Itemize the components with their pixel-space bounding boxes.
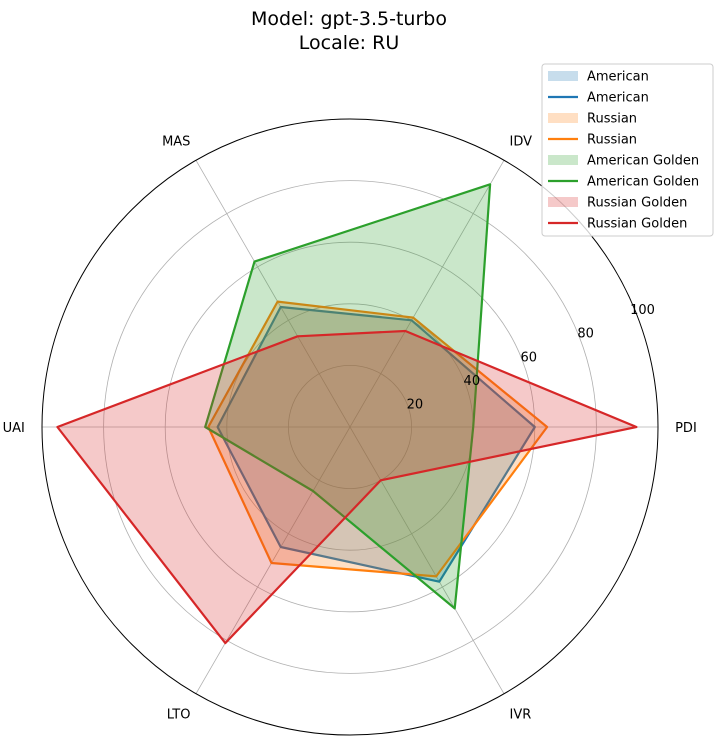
series-line-american-golden [204,183,492,610]
series-fill-american [217,307,535,582]
spoke-ivr [349,426,505,694]
spoke-mas [195,160,351,428]
legend-swatch-fill-russian [548,113,578,123]
legend-label-line-american-golden: American Golden [587,175,699,190]
spoke-idv [349,160,505,428]
legend-swatch-fill-american [548,71,578,81]
legend-swatch-fill-american-golden [548,155,578,165]
chart-title: Model: gpt-3.5-turbo Locale: RU [251,8,447,54]
legend-label-fill-russian-golden: Russian Golden [587,196,687,211]
series-line-russian [207,300,549,578]
tick-label-60: 60 [520,350,537,365]
legend-box [541,63,714,237]
series-line-russian-golden [56,329,638,645]
series-fill-russian-golden [57,331,637,644]
outer-frame-circle [41,118,659,736]
axis-label-uai: UAI [3,421,25,436]
legend-label-line-russian: Russian [587,133,637,148]
axis-label-lto: LTO [167,708,191,723]
title-line-model: Model: gpt-3.5-turbo [251,8,447,30]
legend-label-fill-russian: Russian [587,112,637,127]
tick-label-100: 100 [630,303,655,318]
legend-label-line-american: American [587,91,649,106]
spoke-lto [195,426,351,694]
axis-label-mas: MAS [162,134,190,149]
legend: American American Russian Russian American G… [541,63,714,237]
tick-label-80: 80 [577,327,594,342]
title-line-locale: Locale: RU [299,32,399,54]
legend-swatch-fill-russian-golden [548,197,578,207]
axis-label-ivr: IVR [510,708,532,723]
legend-label-fill-american: American [587,70,649,85]
legend-label-line-russian-golden: Russian Golden [587,217,687,232]
axis-label-idv: IDV [510,134,533,149]
legend-label-fill-american-golden: American Golden [587,154,699,169]
axis-label-pdi: PDI [675,421,697,436]
tick-label-40: 40 [464,374,481,389]
series-fill-russian [208,301,548,577]
series-fill-american-golden [205,184,491,609]
axis-labels: PDI IDV MAS UAI LTO IVR [3,134,697,722]
series-layer [56,183,638,645]
series-line-american [216,305,536,583]
radial-tick-labels: 20 40 60 80 100 [407,303,655,412]
tick-label-20: 20 [407,397,424,412]
